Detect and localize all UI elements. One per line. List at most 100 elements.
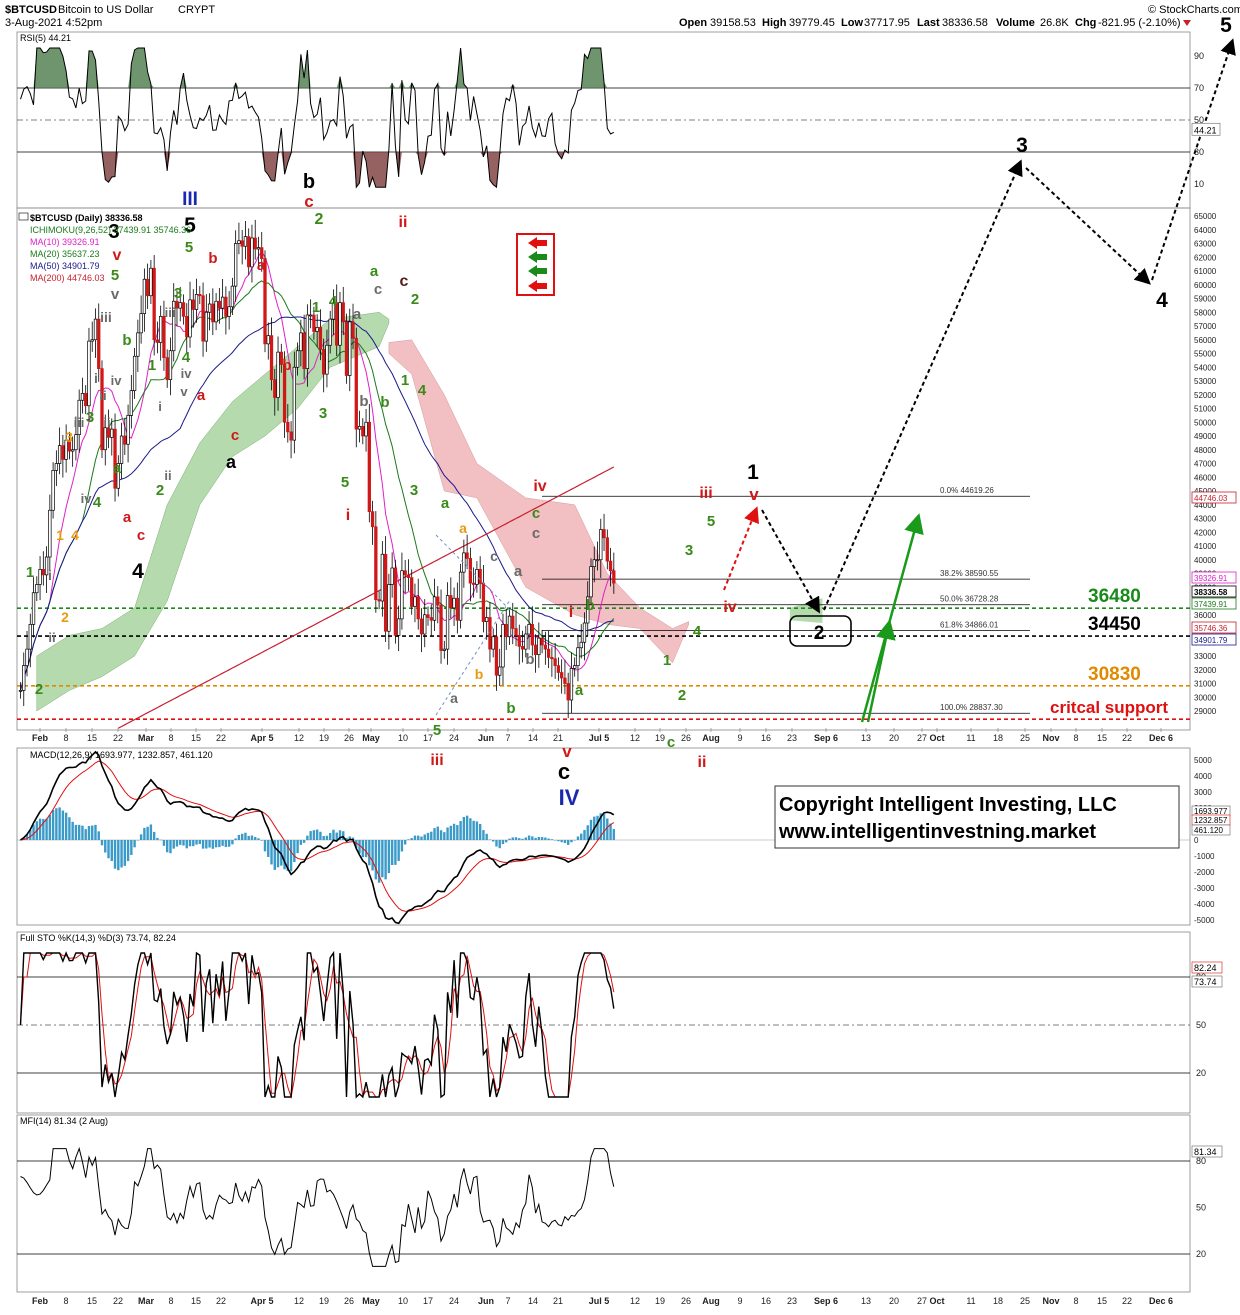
date-tick: 8	[1073, 733, 1078, 743]
candle-body	[175, 300, 179, 309]
macd-histogram-bar	[201, 840, 205, 849]
candle-body	[159, 316, 163, 343]
candle-body	[498, 666, 502, 676]
macd-histogram-bar	[547, 838, 550, 840]
wave-label: ii	[698, 754, 707, 771]
candle-body	[214, 300, 218, 323]
macd-histogram-bar	[188, 840, 192, 847]
macd-histogram-bar	[149, 824, 153, 840]
macd-histogram-bar	[553, 840, 557, 841]
macd-histogram-bar	[358, 840, 361, 854]
macd-histogram-bar	[485, 833, 488, 840]
wave-label: iii	[100, 309, 112, 325]
rsi-panel: RSI(5) 44.21	[17, 33, 1190, 189]
macd-histogram-bar	[247, 835, 250, 840]
date-tick: Apr 5	[250, 733, 273, 743]
wave-label: iii	[165, 305, 176, 320]
candle-body	[410, 577, 414, 607]
fib-label: 61.8% 34866.01	[940, 620, 999, 629]
macd-histogram-bar	[345, 837, 348, 840]
macd-histogram-bar	[433, 828, 436, 840]
macd-histogram-bar	[139, 834, 143, 840]
macd-histogram-bar	[573, 840, 576, 841]
price-tick: 30000	[1194, 693, 1217, 702]
macd-histogram-bar	[306, 835, 309, 840]
fib-label: 38.2% 38590.55	[940, 569, 999, 578]
wave-label: b	[208, 250, 217, 267]
candle-body	[367, 421, 371, 512]
candle-body	[397, 618, 401, 636]
wave-label: c	[490, 548, 498, 564]
wave-label: c	[374, 281, 382, 298]
candle-body	[370, 511, 375, 528]
date-tick: Apr 5	[250, 1296, 273, 1306]
macd-histogram-bar	[126, 840, 130, 862]
rsi-legend: RSI(5) 44.21	[20, 33, 71, 43]
candle-body	[442, 648, 446, 651]
candle-body	[31, 592, 36, 625]
candle-body	[126, 415, 130, 445]
candle-body	[423, 614, 427, 635]
wave-label: c	[532, 525, 540, 542]
candle-body	[556, 665, 561, 673]
candle-body	[282, 364, 287, 423]
date-tick: 15	[191, 1296, 201, 1306]
wave-label: 2	[411, 291, 419, 308]
price-tick: 62000	[1194, 253, 1217, 262]
candle-body	[149, 267, 153, 297]
candle-body	[331, 302, 336, 320]
macd-tick: -3000	[1194, 884, 1215, 893]
candle-body	[560, 672, 564, 679]
red-arrow-icon	[528, 280, 547, 292]
candle-body	[449, 595, 453, 609]
candle-body	[485, 617, 489, 622]
candle-body	[97, 318, 101, 369]
candle-body	[569, 668, 574, 701]
wave-label: iv	[723, 599, 736, 616]
macd-histogram-bar	[580, 833, 583, 840]
macd-histogram-bar	[166, 840, 169, 853]
price-tick: 53000	[1194, 377, 1217, 386]
macd-histogram-bar	[221, 840, 224, 846]
macd-histogram-bar	[175, 840, 179, 847]
wave-label: c	[667, 734, 675, 751]
candle-body	[608, 560, 613, 572]
candle-body	[266, 335, 270, 345]
candle-body	[220, 296, 225, 309]
macd-histogram-bar	[117, 840, 120, 871]
wave-label: b	[475, 666, 484, 682]
date-tick: 27	[917, 1296, 927, 1306]
macd-histogram-bar	[423, 834, 426, 840]
macd-tick: -1000	[1194, 852, 1215, 861]
green-arrow-icon	[528, 251, 547, 263]
macd-histogram-bar	[120, 840, 123, 868]
candle-body	[185, 316, 189, 338]
macd-histogram-bar	[19, 840, 22, 841]
date-tick: 15	[87, 1296, 97, 1306]
macd-histogram-bar	[602, 814, 606, 840]
macd-histogram-bar	[240, 833, 244, 840]
support-label: 36480	[1088, 586, 1141, 607]
wave-label: IV	[559, 785, 580, 810]
macd-histogram-bar	[355, 840, 358, 848]
date-tick: 9	[737, 733, 742, 743]
rsi-tick: 90	[1194, 51, 1204, 61]
candle-body	[377, 599, 381, 602]
price-tick: 48000	[1194, 446, 1217, 455]
date-tick: 19	[319, 1296, 329, 1306]
candle-body	[64, 439, 68, 460]
candle-body	[286, 421, 290, 433]
candle-body	[22, 665, 26, 691]
candle-body	[471, 582, 476, 585]
wave-label: 5	[111, 267, 119, 284]
date-tick: 25	[1020, 733, 1030, 743]
macd-signal-line	[20, 760, 615, 912]
candle-body	[458, 571, 463, 621]
date-tick: 21	[553, 733, 563, 743]
symbol: $BTCUSD	[5, 4, 57, 16]
macd-histogram-bar	[410, 838, 413, 840]
date-tick: 26	[681, 733, 691, 743]
date-tick: Sep 6	[814, 1296, 838, 1306]
macd-histogram-bar	[257, 838, 260, 840]
date-tick: Nov	[1042, 733, 1059, 743]
